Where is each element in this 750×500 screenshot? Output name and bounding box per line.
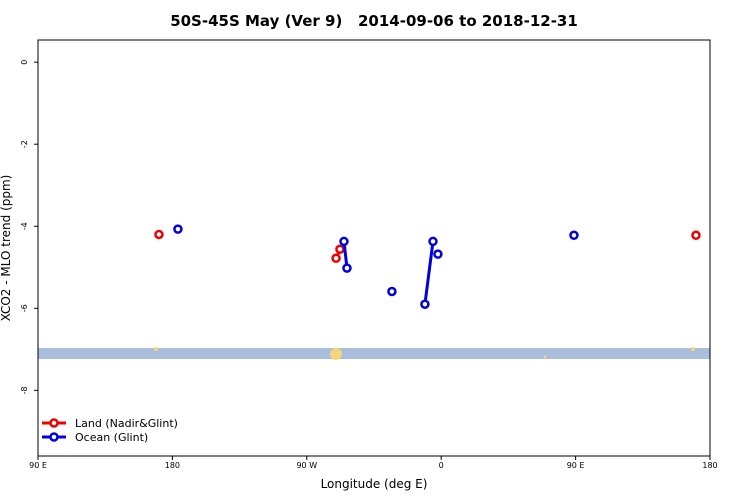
y-tick-label: -6 (20, 304, 29, 312)
y-tick-label: -4 (20, 222, 29, 230)
x-tick-label: 180 (702, 461, 717, 470)
point (433, 249, 443, 259)
series-line (336, 235, 696, 258)
point (335, 244, 345, 254)
point (691, 230, 701, 241)
point (387, 286, 397, 297)
y-tick-label: -8 (20, 386, 29, 394)
x-tick-label: 90 W (296, 461, 317, 470)
legend-marker (49, 418, 59, 428)
point (339, 236, 349, 247)
y-axis-label: XCO2 - MLO trend (ppm) (0, 175, 13, 322)
x-tick-label: 90 E (29, 461, 47, 470)
point (428, 236, 438, 247)
marker-dot (154, 347, 158, 351)
marker-dot (330, 348, 342, 360)
y-tick-label: 0 (20, 60, 29, 65)
chart-title: 50S-45S May (Ver 9) 2014-09-06 to 2018-1… (170, 12, 578, 30)
y-tick-label: -2 (20, 140, 29, 148)
legend-marker (49, 432, 59, 442)
legend-label: Ocean (Glint) (75, 431, 148, 444)
point (569, 230, 579, 241)
x-axis-label: Longitude (deg E) (321, 477, 428, 491)
point (173, 224, 183, 234)
point (154, 229, 164, 240)
plot-frame (37, 39, 711, 457)
x-tick-label: 90 E (567, 461, 585, 470)
x-tick-label: 180 (165, 461, 180, 470)
marker-dot (543, 355, 547, 359)
marker-dot (691, 347, 695, 351)
legend-label: Land (Nadir&Glint) (75, 417, 178, 430)
series-line (344, 235, 574, 304)
point (420, 299, 430, 309)
band (38, 348, 710, 359)
point (331, 253, 341, 264)
point (342, 263, 352, 273)
x-tick-label: 0 (439, 461, 444, 470)
